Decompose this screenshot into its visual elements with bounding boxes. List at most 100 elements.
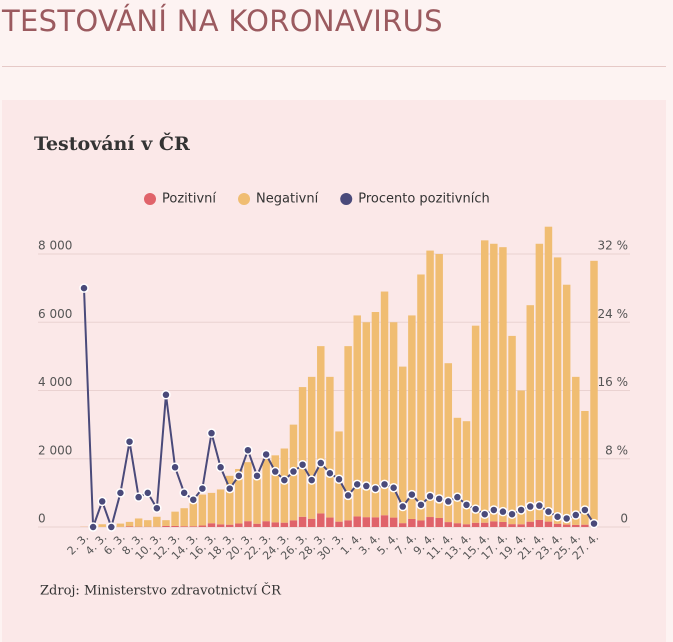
bar-segment [171, 511, 179, 526]
line-point [88, 522, 98, 532]
bar-segment [417, 520, 425, 527]
bar-segment [581, 410, 589, 525]
line-point [589, 518, 599, 529]
line-point [425, 491, 435, 502]
bar-segment [162, 520, 170, 526]
bar-segment [553, 257, 562, 524]
bar-segment [408, 518, 416, 527]
bar-segment [389, 322, 398, 518]
bar-segment [499, 521, 507, 527]
bar-segment [225, 524, 234, 527]
line-point [407, 489, 417, 500]
bar-segment [207, 492, 216, 524]
bar-segment [389, 517, 398, 527]
bar-segment [317, 513, 325, 527]
bar-segment [562, 524, 571, 527]
bar-segment [380, 291, 389, 516]
bar-segment [298, 516, 307, 527]
bar-segment [399, 366, 407, 524]
line-point [143, 488, 153, 498]
bar-segment [307, 376, 316, 519]
bar-segment [353, 516, 361, 527]
bar-segment [435, 254, 443, 518]
bar-segment [572, 524, 580, 527]
line-point [252, 471, 262, 481]
bar-segment [480, 240, 489, 523]
line-point [206, 428, 217, 438]
page-title: TESTOVÁNÍ NA KORONAVIRUS [2, 4, 443, 38]
bar-segment [380, 515, 389, 527]
bar-segment [471, 522, 480, 527]
legend-label: Procento pozitivních [358, 192, 489, 207]
bar-segment [298, 387, 307, 517]
bar-segment [499, 247, 507, 522]
bar-segment [326, 517, 334, 527]
bar-segment [353, 315, 361, 517]
bar-segment [371, 312, 380, 518]
bar-segment [98, 524, 106, 527]
bar-segment [408, 315, 416, 519]
bar-segment [216, 524, 225, 527]
line-point [133, 492, 144, 502]
bar-segment [435, 517, 443, 527]
bar-segment [417, 274, 425, 521]
line-point [461, 500, 472, 510]
line-point [297, 459, 308, 470]
legend-marker [238, 193, 251, 205]
bar-segment [244, 462, 252, 522]
line-point [270, 466, 280, 477]
line-point [316, 458, 326, 468]
line-point [261, 449, 271, 460]
line-point [188, 494, 199, 505]
y2-tick-label: 0 [620, 512, 628, 526]
y2-tick-label: 32 % [598, 239, 629, 253]
line-point [197, 483, 208, 494]
line-point [152, 503, 162, 513]
line-point [534, 500, 545, 511]
line-point [243, 445, 253, 455]
line-point [170, 462, 180, 473]
line-point [580, 505, 590, 515]
bar-segment [362, 517, 371, 527]
bar-segment [198, 494, 207, 526]
y-tick-label: 4 000 [38, 375, 72, 389]
line-point [352, 479, 362, 490]
bar-segment [444, 522, 453, 527]
line-point [516, 505, 526, 515]
legend-label: Pozitivní [162, 192, 216, 207]
bar-segment [426, 517, 434, 527]
y-tick-label: 2 000 [38, 443, 72, 457]
bar-segment [326, 376, 334, 518]
line-point [215, 462, 226, 473]
line-point [507, 509, 517, 519]
bar-segment [153, 516, 161, 527]
bar-segment [344, 346, 352, 521]
bar-segment [307, 518, 316, 527]
bar-segment [508, 524, 516, 527]
line-point [498, 506, 508, 517]
bar-segment [235, 523, 243, 527]
bar-segment [317, 346, 325, 514]
bar-segment [262, 521, 270, 527]
line-point [224, 483, 235, 494]
bar-segment [490, 521, 498, 527]
bar-segment [453, 417, 462, 524]
line-point [79, 283, 89, 293]
bar-segment [253, 523, 261, 527]
bar-segment [335, 521, 343, 527]
bar-segment [134, 518, 143, 527]
line-point [398, 501, 408, 512]
bar-segment [453, 523, 462, 527]
bar-segment [262, 458, 270, 522]
bar-segment [471, 325, 480, 523]
line-point [525, 501, 535, 512]
line-point [552, 512, 563, 522]
bar-segment [125, 526, 134, 527]
line-point [343, 490, 353, 501]
line-point [106, 522, 117, 532]
line-point [479, 509, 490, 519]
bar-segment [517, 524, 525, 527]
line-point [279, 475, 290, 485]
bar-segment [207, 523, 216, 527]
